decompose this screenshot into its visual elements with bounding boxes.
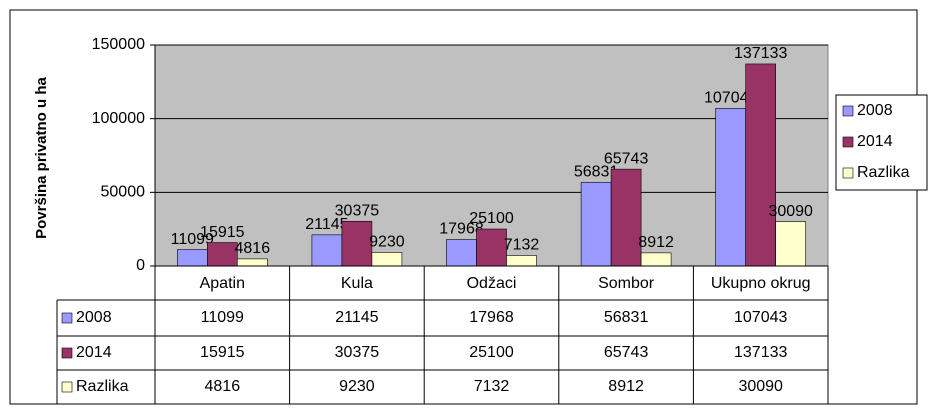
x-tick-label: Odžaci [467,275,517,292]
table-series-name: 2008 [76,309,112,326]
data-label: 4816 [235,240,271,257]
y-tick-label: 0 [136,257,145,274]
table-cell: 11099 [201,309,244,326]
table-series-name: 2014 [76,344,112,361]
bar [715,107,747,267]
bar [237,258,268,267]
bar [640,252,672,267]
data-label: 30090 [768,203,813,220]
table-cell: 25100 [469,344,514,361]
data-label: 65743 [604,150,649,167]
table-legend-key [61,347,73,359]
y-tick-label: 100000 [92,110,145,127]
table-cell: 137133 [734,344,787,361]
x-tick-label: Ukupno okrug [711,275,811,292]
bar [580,181,612,267]
table-series-name: Razlika [76,378,129,395]
legend-label: Razlika [857,164,910,181]
bar [476,228,507,267]
y-axis-label: Površina privatno u ha [33,76,50,238]
bar [745,63,777,267]
x-tick-label: Kula [341,275,373,292]
bar [610,168,642,267]
bar [775,221,807,267]
table-cell: 30090 [738,378,783,395]
bar [207,242,238,267]
table-legend-key [61,381,73,393]
x-tick-label: Sombor [598,275,655,292]
data-label: 56831 [574,163,619,180]
y-tick-label: 50000 [101,184,146,201]
x-tick-label: Apatin [200,275,245,292]
table-cell: 9230 [339,378,375,395]
table-cell: 107043 [734,309,787,326]
data-label: 17968 [439,221,484,238]
bar [371,252,403,267]
table-cell: 8912 [608,378,644,395]
bar [446,239,477,267]
bar [506,255,537,267]
bar [341,220,373,267]
data-label: 107043 [704,90,757,107]
data-label: 7132 [504,237,540,254]
bar [177,249,208,267]
table-cell: 30375 [335,344,380,361]
legend-key [842,136,854,148]
data-label: 15915 [200,224,245,241]
legend-label: 2014 [857,133,893,150]
legend-key [842,167,854,179]
data-label: 8912 [638,234,674,251]
data-label: 137133 [734,45,787,62]
data-label: 11099 [171,231,214,248]
data-label: 9230 [369,234,405,251]
data-label: 25100 [469,210,514,227]
table-cell: 21145 [335,309,378,326]
y-tick-label: 150000 [92,36,145,53]
table-cell: 4816 [205,378,241,395]
bar [311,234,343,267]
legend-key [842,105,854,117]
table-cell: 17968 [469,309,514,326]
table-cell: 56831 [604,309,649,326]
data-label: 30375 [335,202,380,219]
legend-label: 2008 [857,102,893,119]
table-cell: 15915 [200,344,245,361]
data-label: 21145 [305,216,348,233]
table-cell: 65743 [604,344,649,361]
table-cell: 7132 [474,378,510,395]
table-legend-key [61,312,73,324]
